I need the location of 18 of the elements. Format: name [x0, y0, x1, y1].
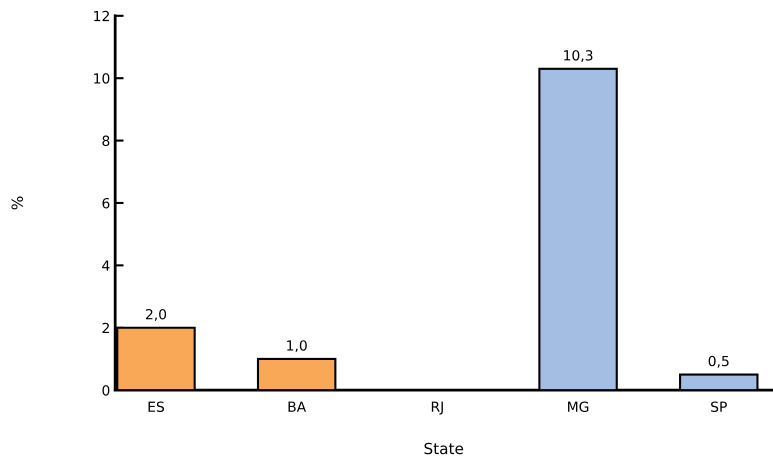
y-tick-label: 8: [102, 136, 110, 146]
y-tick-label: 2: [102, 322, 109, 334]
y-tick-label: 10: [94, 73, 110, 84]
x-tick-label: BA: [288, 402, 306, 412]
y-tick-label: 4: [102, 260, 110, 271]
data-label: 2,0: [146, 308, 166, 321]
data-label: 10,3: [564, 50, 592, 62]
y-tick-label: 6: [102, 198, 110, 208]
x-tick-label: SP: [711, 401, 727, 412]
x-axis-title: State: [424, 442, 464, 454]
y-axis-title: %: [11, 196, 24, 210]
x-tick-label: ES: [148, 401, 164, 412]
x-tick-label: RJ: [432, 402, 443, 415]
x-tick-label: MG: [568, 401, 588, 412]
y-tick-label: 12: [94, 10, 109, 22]
data-label: 1,0: [287, 340, 307, 352]
data-label: 0,5: [708, 356, 729, 368]
y-tick-label: 0: [102, 385, 110, 396]
